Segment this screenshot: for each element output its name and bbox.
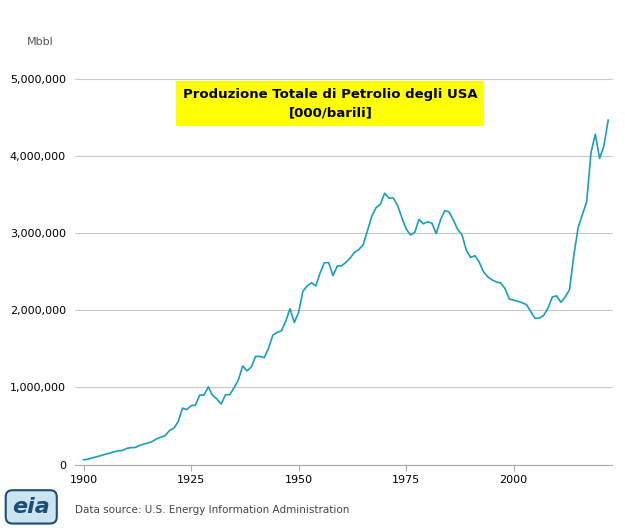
Text: eia: eia <box>12 497 50 517</box>
Text: Data source: U.S. Energy Information Administration: Data source: U.S. Energy Information Adm… <box>75 505 349 515</box>
Text: Produzione Totale di Petrolio degli USA
[000/barili]: Produzione Totale di Petrolio degli USA … <box>183 88 478 119</box>
Text: Mbbl: Mbbl <box>27 37 53 48</box>
